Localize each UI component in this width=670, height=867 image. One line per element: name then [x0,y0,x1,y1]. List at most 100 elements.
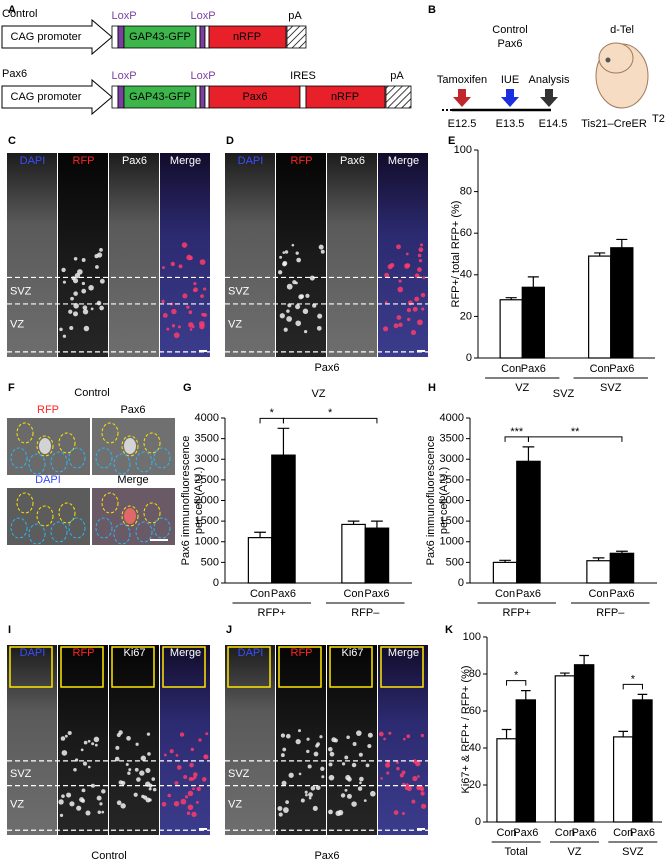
channel-label: Ki67 [123,647,145,659]
cell-signal [148,798,152,802]
zone-label: SVZ [10,768,32,780]
image-tile [58,645,108,835]
cell-signal [396,244,401,250]
cell-signal [404,786,409,790]
bar [247,537,273,584]
cell-outline [121,505,139,527]
cell-signal [99,305,104,311]
cell-signal [186,811,191,815]
event-arrow [453,89,471,107]
bar [612,736,634,823]
cell-signal [195,800,199,804]
bar [521,286,545,359]
cell-signal [384,300,388,304]
cell-signal [90,307,94,311]
cell-signal [320,249,325,254]
cell-signal [384,762,391,768]
channel-label: Merge [117,474,148,486]
cell-signal [73,767,77,772]
cell-signal [298,772,302,776]
cell-signal [77,269,83,275]
pa-label: pA [288,10,302,22]
cell-signal [59,813,64,818]
cell-outline [50,451,68,473]
bar [632,699,653,823]
x-tick-label: Con [343,588,363,600]
cell-signal [282,261,287,267]
loxp-site [117,85,125,109]
cell-signal [69,325,74,331]
pa-label: pA [390,70,404,82]
cell-signal [176,765,182,770]
error-bar [499,559,511,563]
cell-signal [405,252,409,256]
cell-signal [383,737,386,741]
cell-signal [139,770,145,776]
panel-label: A [8,4,16,16]
cell-signal [95,265,99,269]
cell-signal [380,777,383,780]
cell-signal [203,313,207,317]
cell-signal [420,788,424,792]
cell-signal [335,810,341,817]
significance-bracket [622,683,643,690]
inset-box [162,646,206,688]
cell-outline [95,447,113,469]
cell-signal [300,798,305,803]
cell-signal [367,732,373,738]
cell-signal [147,752,151,756]
bar [499,299,523,359]
bar [364,527,390,584]
channel-label: DAPI [238,155,264,167]
cell-signal [191,811,197,818]
bar [496,738,517,823]
significance-label: * [328,407,333,419]
spacer [111,85,119,109]
y-tick-label: 0 [213,577,219,589]
cell-signal [183,774,188,779]
cell-signal [135,742,139,746]
cell-signal [367,744,372,749]
zone-label: VZ [228,799,242,811]
cell-signal [420,791,425,796]
cell-signal [328,774,335,781]
panel-label: I [8,624,11,636]
y-tick-label: 2000 [195,494,219,506]
cell-signal [329,751,335,757]
panel-label: D [226,135,234,147]
cell-signal [64,734,68,738]
cell-signal [68,309,73,314]
cell-signal [167,793,172,798]
nrfp-box [208,25,287,49]
bar [271,454,296,584]
cell-signal [320,766,325,771]
y-tick-label: 1500 [195,515,219,527]
y-tick-label: 0 [458,577,464,589]
y-tick-label: 60 [469,705,481,717]
cell-signal [196,786,201,792]
part-label: GAP43-GFP [129,91,191,103]
cell-signal [363,799,367,803]
zone-label: VZ [10,318,24,330]
error-bar [527,276,539,288]
image-tile [109,153,159,357]
cell-signal [69,801,75,807]
cell-signal [295,251,299,255]
loxp-label: LoxP [190,70,215,82]
bar [609,552,635,584]
cell-signal [62,280,66,284]
cell-signal [396,761,399,764]
bar [554,675,576,823]
spacer [195,85,201,109]
loxp-site [117,25,125,49]
cell-outline [10,447,28,469]
cell-signal [384,272,390,278]
channel-label: DAPI [35,474,61,486]
cell-signal [82,309,89,315]
channel-label: Merge [388,155,419,167]
cell-signal [328,746,333,752]
y-tick-label: 100 [463,631,481,643]
cell-signal [308,792,313,798]
region-label: d-Tel [610,24,634,36]
